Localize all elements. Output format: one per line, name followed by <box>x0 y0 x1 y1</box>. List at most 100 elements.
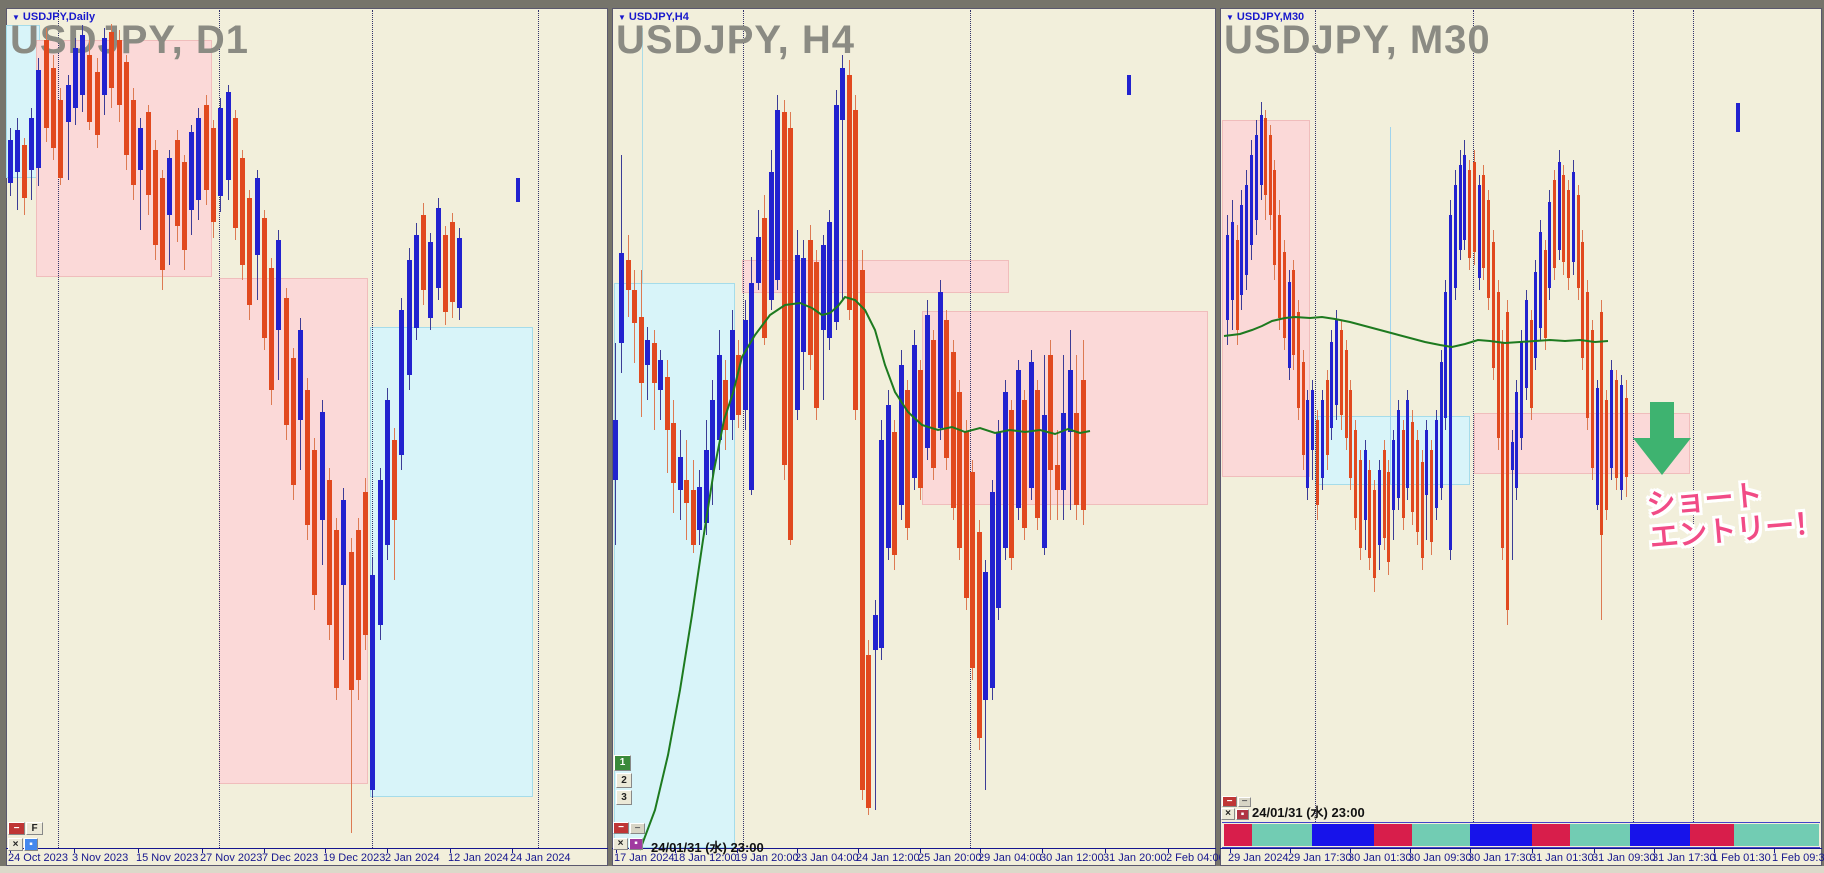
candle <box>291 358 296 485</box>
chart-tab-d1[interactable]: ▼ USDJPY,Daily <box>12 11 95 23</box>
candle <box>1074 413 1079 505</box>
indicator-dot-button[interactable]: ▪ <box>1236 809 1249 820</box>
chevron-down-icon: ▼ <box>618 13 626 22</box>
preset-3-button[interactable]: 3 <box>616 790 632 805</box>
chart-tab-label: USDJPY,H4 <box>628 11 689 23</box>
candle <box>983 572 988 700</box>
candle <box>912 345 917 478</box>
candle <box>821 245 826 330</box>
candle <box>827 222 832 338</box>
candle <box>1539 232 1542 328</box>
bullish-zone <box>370 327 533 797</box>
candle <box>226 92 231 180</box>
watermark-symbol-period: USDJPY, M30 <box>1224 18 1491 62</box>
candle <box>801 258 806 352</box>
candle <box>204 105 209 190</box>
price-marker <box>1127 75 1131 95</box>
candle <box>1260 115 1263 185</box>
signal-segment <box>1470 824 1532 846</box>
time-axis-label: 31 Jan 01:30 <box>1530 852 1594 864</box>
candle <box>834 105 839 322</box>
candle <box>428 242 433 318</box>
candle <box>613 420 618 480</box>
time-axis-label: 18 Jan 12:00 <box>673 852 737 864</box>
axis-tick <box>675 849 676 853</box>
candle <box>1321 400 1324 478</box>
preset-1-button[interactable]: 1 <box>614 755 631 771</box>
candle <box>102 38 107 95</box>
candle <box>1444 292 1447 418</box>
axis-tick <box>1230 849 1231 853</box>
candle <box>1515 392 1518 488</box>
candle <box>1497 292 1500 438</box>
chart-tab-h4[interactable]: ▼ USDJPY,H4 <box>618 11 689 23</box>
candle <box>1029 362 1034 488</box>
axis-tick <box>858 849 859 853</box>
close-button[interactable]: × <box>8 838 23 851</box>
candle <box>276 240 281 330</box>
candle <box>645 340 650 365</box>
candle <box>1520 342 1523 438</box>
candle <box>1425 430 1428 495</box>
candle <box>1383 450 1386 538</box>
candle <box>1055 465 1060 490</box>
candle <box>762 218 767 338</box>
candle <box>1411 422 1414 512</box>
candle <box>652 343 657 383</box>
time-axis-label: 31 Jan 20:00 <box>1103 852 1167 864</box>
indicator-dot-button[interactable]: ▪ <box>24 838 38 851</box>
period-separator <box>372 10 373 848</box>
minimize-button[interactable]: − <box>613 822 629 834</box>
candle <box>990 492 995 688</box>
f-button[interactable]: F <box>26 822 43 835</box>
candle <box>1273 170 1276 265</box>
axis-tick <box>10 849 11 853</box>
candle <box>305 390 310 525</box>
candle <box>1572 172 1575 262</box>
close-button[interactable]: × <box>1221 808 1235 820</box>
minimize-button[interactable]: − <box>1222 796 1237 807</box>
time-axis-label: 24 Jan 12:00 <box>856 852 920 864</box>
candle <box>1558 162 1561 250</box>
candle <box>899 365 904 505</box>
candle <box>1009 410 1014 558</box>
candle <box>1354 430 1357 518</box>
signal-segment <box>1224 824 1252 846</box>
time-axis-label: 29 Jan 17:30 <box>1288 852 1352 864</box>
preset-2-button[interactable]: 2 <box>616 773 632 788</box>
candle <box>1581 242 1584 358</box>
candle <box>51 68 56 148</box>
candle <box>1068 370 1073 432</box>
candle <box>1506 312 1509 610</box>
minimize-button[interactable]: − <box>8 822 25 835</box>
axis-tick <box>1105 849 1106 853</box>
candle <box>795 255 800 410</box>
candle <box>769 172 774 300</box>
signal-segment <box>1734 824 1819 846</box>
axis-tick <box>1714 849 1715 853</box>
candle-wick <box>140 118 141 230</box>
axis-tick <box>1168 849 1169 853</box>
candle <box>1530 320 1533 408</box>
candle <box>1577 195 1580 288</box>
candle <box>1297 312 1300 408</box>
collapse-button[interactable]: − <box>1238 797 1251 807</box>
candle <box>1600 312 1603 535</box>
candle-wick <box>68 75 69 180</box>
candle <box>1392 440 1395 510</box>
candle <box>73 48 78 108</box>
candle <box>175 140 180 226</box>
axis-tick <box>1042 849 1043 853</box>
axis-tick <box>74 849 75 853</box>
period-separator <box>1693 10 1694 822</box>
watermark-symbol-period: USDJPY, H4 <box>616 18 855 62</box>
axis-tick <box>202 849 203 853</box>
candle <box>1562 175 1565 262</box>
indicator-dot-button[interactable]: ▪ <box>629 838 643 850</box>
collapse-button[interactable]: − <box>630 823 645 834</box>
axis-tick <box>797 849 798 853</box>
chart-tab-m30[interactable]: ▼ USDJPY,M30 <box>1226 11 1304 23</box>
close-button[interactable]: × <box>613 838 628 850</box>
axis-tick <box>1350 849 1351 853</box>
time-axis-label: 27 Nov 2023 <box>200 852 263 864</box>
